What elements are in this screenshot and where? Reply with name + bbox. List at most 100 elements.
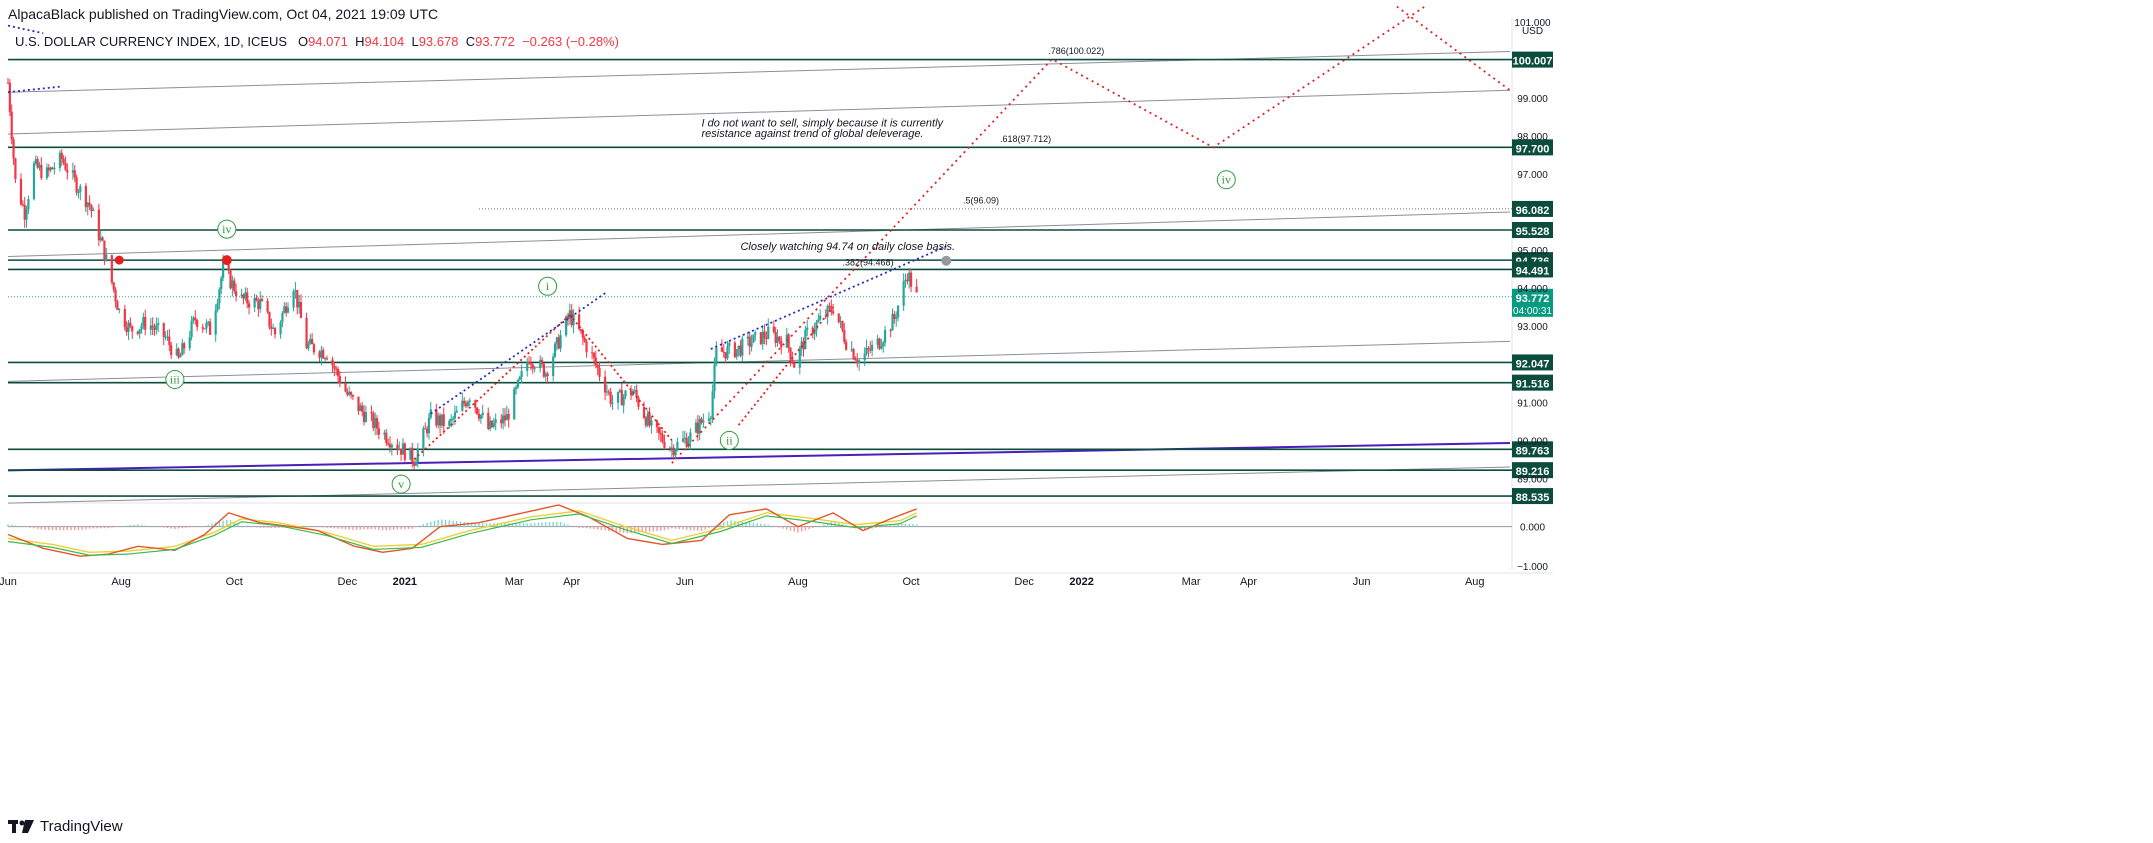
- x-tick-Dec: Dec: [1014, 576, 1034, 588]
- close-label: C: [465, 34, 476, 49]
- candle-body: [114, 289, 117, 302]
- candle-body: [118, 308, 121, 310]
- candle-body: [214, 310, 217, 335]
- candle-body: [709, 418, 712, 420]
- candle-body: [657, 426, 660, 433]
- y-tick-98.000: 98.000: [1517, 132, 1548, 143]
- publisher-line: AlpacaBlack published on TradingView.com…: [8, 6, 439, 22]
- candle-body: [555, 337, 558, 344]
- x-tick-Oct: Oct: [902, 576, 919, 588]
- candle-body: [477, 413, 481, 419]
- price-tag-bg: [1512, 51, 1553, 68]
- candle-body: [463, 400, 466, 404]
- candle-body: [88, 202, 91, 206]
- price-tag-bg: [1512, 200, 1553, 217]
- price-tag-97.700: 97.700: [1516, 143, 1550, 155]
- candle-body: [411, 447, 414, 463]
- wave-circle-iii: [165, 369, 185, 389]
- candle-body: [32, 163, 36, 200]
- candle-body: [190, 320, 193, 338]
- candle-body: [398, 448, 401, 450]
- x-tick-Aug: Aug: [1465, 576, 1485, 588]
- candle-body: [622, 396, 625, 406]
- candle-body: [492, 423, 495, 427]
- candle-body: [581, 331, 584, 338]
- candle-body: [518, 376, 521, 380]
- candle-body: [403, 443, 406, 460]
- candle-body: [670, 447, 673, 449]
- candle-body: [676, 441, 679, 450]
- candle-body: [285, 306, 288, 313]
- candle-body: [151, 325, 154, 328]
- candle-body: [624, 390, 627, 397]
- red-trend-2: [569, 314, 673, 441]
- candles: [6, 77, 918, 470]
- candle-body: [481, 412, 484, 416]
- candle-body: [644, 417, 647, 426]
- candle-body: [817, 319, 820, 323]
- candle-body: [205, 322, 208, 329]
- candle-body: [891, 314, 894, 331]
- candle-body: [882, 342, 885, 347]
- price-tag-89.216: 89.216: [1516, 466, 1550, 478]
- candle-body: [424, 428, 427, 430]
- candle-body: [125, 327, 128, 333]
- candle-body: [385, 432, 388, 443]
- candle-body: [489, 420, 492, 429]
- candle-body: [362, 411, 366, 422]
- candle-body: [438, 415, 442, 426]
- candle-body: [364, 412, 367, 422]
- candle-body: [798, 348, 801, 368]
- candle-body: [218, 289, 221, 304]
- candle-body: [611, 402, 614, 404]
- candle-body: [64, 162, 67, 170]
- candle-body: [455, 410, 458, 413]
- candle-body: [526, 362, 529, 371]
- candle-body: [451, 418, 455, 420]
- symbol-name[interactable]: U.S. DOLLAR CURRENCY INDEX, 1D, ICEUS: [15, 34, 288, 49]
- candle-body: [668, 447, 672, 449]
- candle-body: [318, 352, 321, 358]
- candle-body: [435, 409, 438, 426]
- candle-body: [826, 305, 829, 317]
- candle-body: [377, 428, 380, 435]
- candle-body: [138, 329, 141, 334]
- price-lines: [8, 58, 1512, 497]
- candle-body: [242, 294, 245, 299]
- candle-body: [487, 412, 490, 429]
- candle-body: [336, 368, 340, 377]
- candle-body: [500, 419, 503, 424]
- candle-body: [583, 337, 586, 342]
- high-value: 94.104: [364, 34, 405, 49]
- candle-body: [112, 282, 115, 290]
- candle-body: [66, 169, 69, 173]
- candle-body: [453, 412, 456, 419]
- candle-body: [335, 368, 338, 370]
- candle-body: [181, 343, 184, 356]
- candle-body: [854, 358, 857, 361]
- grid: [8, 18, 1553, 574]
- candle-body: [396, 444, 399, 450]
- candle-body: [268, 311, 271, 327]
- candle-body: [294, 290, 297, 292]
- candle-body: [904, 279, 907, 282]
- candle-body: [720, 347, 724, 352]
- candle-body: [476, 407, 479, 414]
- candle-body: [62, 158, 65, 163]
- candle-body: [746, 336, 749, 339]
- candle-body: [166, 336, 169, 338]
- candle-body: [266, 300, 269, 312]
- channel-line-4: [7, 466, 1511, 504]
- x-tick-Apr: Apr: [1240, 576, 1257, 588]
- price-tag-bg: [1512, 462, 1553, 479]
- candle-body: [702, 420, 705, 423]
- candle-body: [71, 170, 75, 173]
- candle-body: [374, 418, 377, 428]
- candle-body: [906, 279, 909, 282]
- candle-body: [105, 254, 108, 261]
- candle-body: [461, 400, 464, 411]
- candle-body: [140, 325, 143, 330]
- candle-body: [787, 334, 790, 348]
- candle-body: [650, 420, 653, 426]
